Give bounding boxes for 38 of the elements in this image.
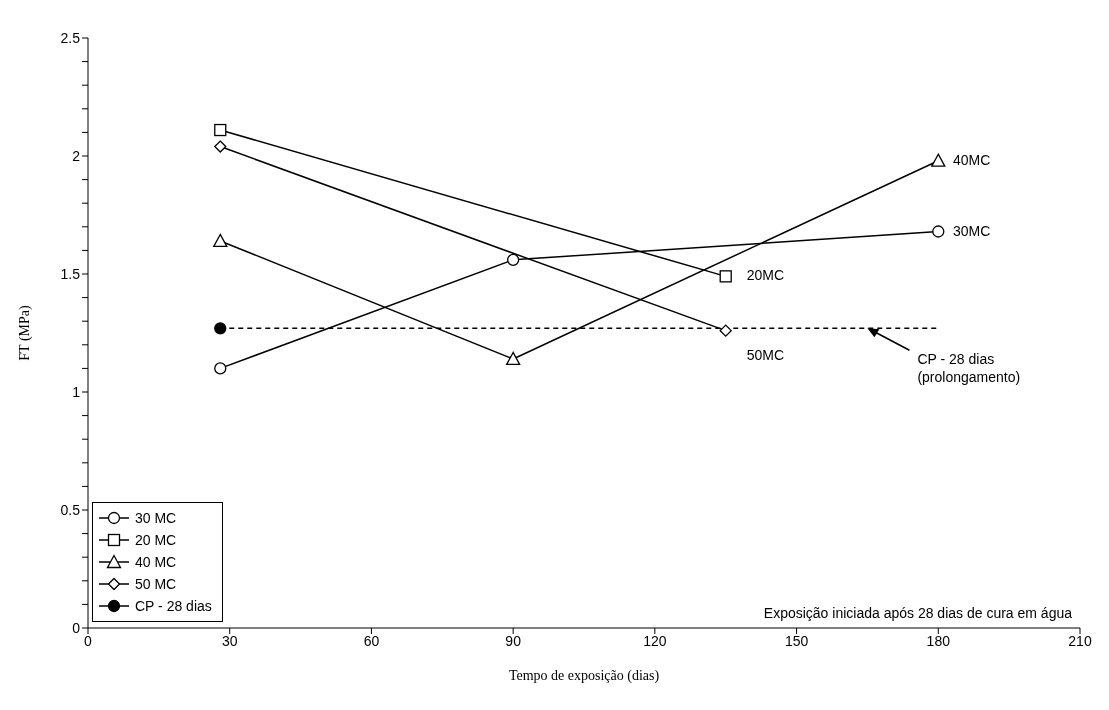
point xyxy=(214,123,227,137)
annotation: 30MC xyxy=(953,222,991,239)
x-tick-label: 120 xyxy=(643,632,667,649)
x-axis-title: Tempo de exposição (dias) xyxy=(508,668,660,684)
point xyxy=(214,362,227,375)
x-tick-label: 210 xyxy=(1068,632,1092,649)
x-tick-label: 0 xyxy=(84,632,93,649)
y-tick-label: 0.5 xyxy=(60,501,81,518)
annotation: Exposição iniciada após 28 dias de cura em água xyxy=(763,605,1073,621)
legend-label: 30 MC xyxy=(135,510,177,526)
y-tick-label: 0 xyxy=(72,619,81,636)
annotation: CP - 28 dias (prolongamento) xyxy=(917,351,1021,386)
legend-label: CP - 28 dias xyxy=(135,598,212,614)
legend-label: 20 MC xyxy=(135,532,177,548)
point xyxy=(932,225,945,238)
legend-label: 40 MC xyxy=(135,554,177,570)
x-tick-label: 180 xyxy=(926,632,951,649)
annotation: 40MC xyxy=(953,151,991,168)
point xyxy=(214,322,227,335)
annotation: 50MC xyxy=(746,346,785,363)
x-tick-label: 60 xyxy=(363,632,380,649)
x-tick-label: 30 xyxy=(221,632,238,649)
x-tick-label: 90 xyxy=(505,632,522,649)
point xyxy=(719,324,732,337)
x-tick-label: 150 xyxy=(784,632,809,649)
point xyxy=(505,351,521,366)
legend-label: 50 MC xyxy=(135,576,177,592)
point xyxy=(506,253,520,266)
y-tick-label: 2 xyxy=(72,147,81,164)
y-axis-title: FT (MPa) xyxy=(16,304,33,361)
annotation: 20MC xyxy=(746,266,785,283)
y-tick-label: 1.5 xyxy=(60,265,81,282)
point xyxy=(214,140,227,153)
point xyxy=(213,233,228,248)
point xyxy=(931,153,946,167)
y-tick-label: 1 xyxy=(72,383,81,400)
point xyxy=(719,270,732,283)
y-tick-label: 2.5 xyxy=(60,29,81,46)
